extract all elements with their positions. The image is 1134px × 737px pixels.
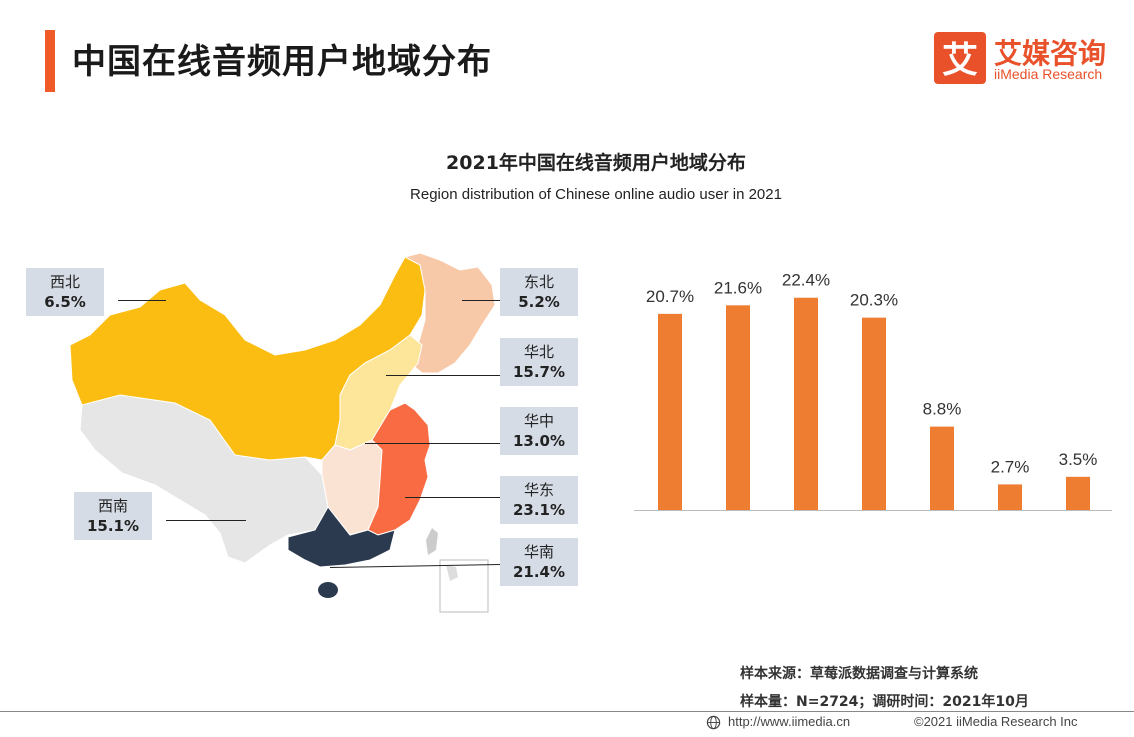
bar-3	[862, 317, 886, 510]
region-value: 5.2%	[518, 293, 560, 311]
region-name: 西北	[49, 273, 80, 291]
bar-4	[930, 426, 954, 510]
leader-line-east	[405, 497, 500, 498]
region-label-east: 华东 23.1%	[500, 476, 578, 524]
region-value: 21.4%	[512, 563, 566, 581]
region-name: 东北	[523, 273, 554, 291]
leader-line-central	[365, 443, 500, 444]
bar-value-label-0: 20.7%	[646, 287, 694, 306]
map-region-south	[287, 506, 396, 568]
leader-line-northwest	[118, 300, 166, 301]
region-name: 华中	[523, 412, 554, 430]
bar-value-label-6: 3.5%	[1059, 450, 1098, 469]
footer-divider	[0, 711, 1134, 712]
region-value: 15.7%	[512, 363, 566, 381]
china-region-map	[60, 245, 570, 615]
footer-copyright: ©2021 iiMedia Research Inc	[914, 714, 1078, 729]
bar-1	[726, 305, 750, 510]
region-label-south: 华南 21.4%	[500, 538, 578, 586]
bar-value-label-5: 2.7%	[991, 457, 1030, 476]
map-taiwan	[426, 528, 438, 555]
map-svg	[69, 252, 496, 613]
leader-line-northeast	[462, 300, 500, 301]
brand-logo: 艾 艾媒咨询 iiMedia Research	[934, 30, 1124, 86]
region-label-north: 华北 15.7%	[500, 338, 578, 386]
map-hainan	[318, 582, 338, 598]
page-title: 中国在线音频用户地域分布	[72, 42, 492, 82]
region-label-southwest: 西南 15.1%	[74, 492, 152, 540]
map-inset-shape	[446, 565, 458, 581]
bar-5	[998, 484, 1022, 510]
region-value: 13.0%	[512, 432, 566, 450]
bar-value-label-3: 20.3%	[850, 291, 898, 310]
bar-chart-svg: 20.7% 21.6% 22.4% 20.3% 8.8% 2.7% 3.5%	[634, 271, 1112, 511]
bar-2	[794, 297, 818, 510]
region-label-central: 华中 13.0%	[500, 407, 578, 455]
bar-value-label-1: 21.6%	[714, 278, 762, 297]
logo-mark-glyph: 艾	[942, 40, 978, 81]
region-label-northeast: 东北 5.2%	[500, 268, 578, 316]
leader-line-north	[386, 375, 500, 376]
logo-en-text: iiMedia Research	[994, 66, 1103, 82]
chart-subtitle: Region distribution of Chinese online au…	[410, 186, 782, 203]
region-value: 15.1%	[86, 517, 140, 535]
chart-title: 2021年中国在线音频用户地域分布	[446, 152, 746, 174]
region-name: 华北	[523, 343, 554, 361]
logo-cn-text: 艾媒咨询	[994, 37, 1107, 70]
region-label-northwest: 西北 6.5%	[26, 268, 104, 316]
region-value: 6.5%	[44, 293, 86, 311]
region-name: 西南	[97, 497, 128, 515]
bar-value-label-2: 22.4%	[782, 271, 830, 290]
map-region-northeast	[403, 252, 496, 374]
bar-0	[658, 313, 682, 510]
region-name: 华东	[523, 481, 554, 499]
footer-source: 样本来源：草莓派数据调查与计算系统	[740, 666, 978, 682]
bar-value-label-4: 8.8%	[923, 400, 962, 419]
logo-mark-icon: 艾	[934, 32, 986, 84]
footer-url-link[interactable]: http://www.iimedia.cn	[728, 714, 851, 729]
bar-chart: 20.7% 21.6% 22.4% 20.3% 8.8% 2.7% 3.5%	[630, 260, 1120, 520]
map-inset-frame	[439, 559, 489, 613]
map-region-east	[367, 402, 431, 536]
footer-sample: 样本量：N=2724；调研时间：2021年10月	[740, 694, 1029, 710]
leader-line-southwest	[166, 520, 246, 521]
region-name: 华南	[523, 543, 554, 561]
globe-icon	[706, 715, 721, 730]
bar-6	[1066, 476, 1090, 510]
region-value: 23.1%	[512, 501, 566, 519]
title-accent-bar	[45, 30, 55, 92]
